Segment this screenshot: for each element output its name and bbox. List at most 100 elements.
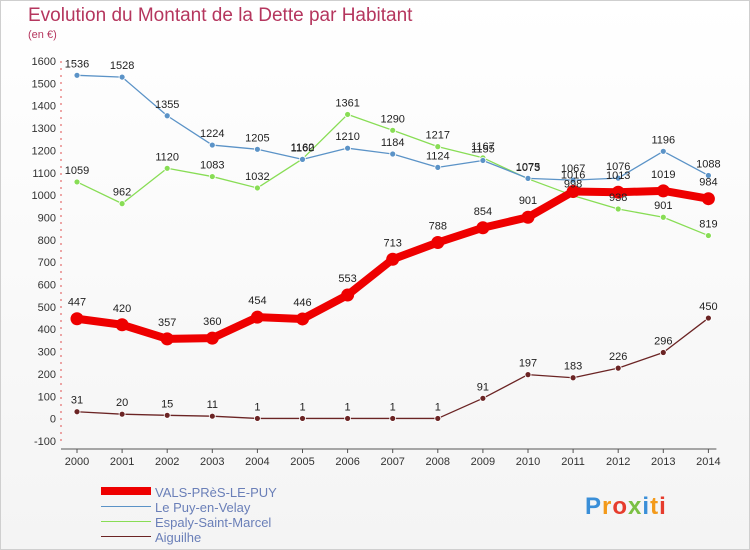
data-label: 197	[519, 358, 537, 370]
data-label: 1067	[561, 163, 585, 175]
data-point	[479, 157, 487, 164]
data-label: 1361	[335, 97, 359, 109]
logo-letter: i	[659, 493, 667, 520]
data-point	[434, 143, 442, 151]
data-label: 713	[384, 237, 402, 249]
data-label: 1224	[200, 128, 224, 140]
data-point	[659, 349, 667, 356]
y-tick-label: -100	[34, 436, 56, 448]
data-point	[299, 415, 306, 422]
legend-swatch-aiguilhe	[101, 536, 151, 537]
data-point	[614, 364, 622, 372]
data-point	[115, 318, 129, 332]
data-point	[253, 145, 261, 153]
data-point	[208, 141, 216, 149]
data-point	[389, 126, 397, 134]
data-label: 1088	[696, 158, 720, 170]
y-tick-label: 900	[38, 212, 56, 224]
legend-swatch-le-puy	[101, 506, 151, 507]
y-tick-label: 1500	[32, 78, 56, 90]
y-tick-label: 700	[38, 257, 56, 269]
data-label: 1083	[200, 160, 224, 172]
y-tick-label: 1000	[32, 190, 56, 202]
y-tick-label: 100	[38, 391, 56, 403]
data-point	[389, 415, 397, 422]
chart-unit: (en €)	[28, 29, 57, 41]
data-label: 447	[68, 297, 86, 309]
data-point	[431, 236, 445, 250]
data-point	[118, 73, 126, 81]
data-point	[614, 205, 622, 213]
legend-label-aiguilhe: Aiguilhe	[155, 530, 202, 545]
y-tick-label: 0	[50, 414, 56, 426]
data-point	[566, 185, 580, 199]
data-point	[296, 312, 309, 326]
data-label: 1120	[155, 151, 179, 163]
data-label: 1536	[65, 58, 89, 70]
x-tick-label: 2001	[110, 456, 134, 468]
y-tick-label: 600	[38, 280, 56, 292]
y-tick-label: 1100	[32, 168, 56, 180]
data-point	[611, 185, 625, 199]
data-point	[614, 174, 622, 182]
data-label: 420	[113, 303, 131, 315]
data-label: 1184	[381, 137, 405, 149]
data-point	[434, 163, 442, 171]
x-tick-label: 2000	[65, 456, 89, 468]
data-label: 1210	[335, 131, 359, 143]
data-label: 91	[477, 381, 489, 393]
y-tick-label: 1600	[32, 56, 56, 68]
data-label: 938	[609, 192, 627, 204]
data-label: 1160	[291, 142, 315, 154]
x-tick-label: 2009	[471, 456, 495, 468]
data-point	[163, 411, 171, 419]
data-label: 1	[254, 401, 260, 413]
x-tick-label: 2004	[245, 456, 269, 468]
data-label: 20	[116, 397, 128, 409]
data-point	[344, 111, 352, 118]
data-point	[524, 174, 532, 182]
data-point	[389, 150, 397, 158]
legend-swatch-espaly	[101, 521, 151, 522]
data-label: 360	[203, 316, 221, 328]
data-label: 1	[299, 401, 305, 413]
data-label: 901	[654, 200, 672, 212]
y-tick-label: 400	[38, 324, 56, 336]
proxiti-logo: Proxiti	[585, 493, 667, 521]
data-label: 1355	[155, 99, 179, 111]
logo-letter: t	[650, 493, 660, 520]
data-label: 11	[207, 399, 218, 411]
data-label: 1073	[516, 162, 540, 174]
data-point	[73, 408, 81, 416]
y-tick-label: 500	[38, 302, 56, 314]
data-label: 15	[161, 398, 173, 410]
data-label: 962	[113, 187, 131, 199]
data-point	[299, 155, 306, 163]
x-tick-label: 2014	[696, 456, 720, 468]
line-chart: -100 0 100 200 300 400 500 600 700 800 900 1000 1100…	[32, 56, 721, 468]
data-label: 183	[564, 361, 582, 373]
data-label: 1075	[516, 161, 540, 173]
data-point	[705, 232, 712, 239]
logo-letter: o	[612, 493, 629, 520]
data-label: 788	[429, 221, 447, 233]
x-tick-label: 2003	[200, 456, 224, 468]
legend-label-le-puy: Le Puy-en-Velay	[155, 500, 251, 515]
data-point	[163, 164, 171, 172]
data-point	[70, 312, 84, 326]
data-label: 450	[699, 301, 717, 313]
data-label: 1032	[245, 171, 269, 183]
data-point	[341, 288, 355, 302]
y-tick-label: 200	[38, 369, 56, 381]
data-point	[208, 412, 216, 420]
data-label: 1217	[426, 130, 450, 142]
data-label: 1124	[426, 150, 450, 162]
data-label: 1155	[471, 143, 495, 155]
x-tick-label: 2012	[606, 456, 630, 468]
data-label: 1290	[380, 113, 404, 125]
logo-letter: i	[642, 493, 651, 520]
data-label: 446	[293, 297, 311, 309]
data-point	[659, 213, 667, 221]
y-tick-label: 1200	[32, 145, 56, 157]
